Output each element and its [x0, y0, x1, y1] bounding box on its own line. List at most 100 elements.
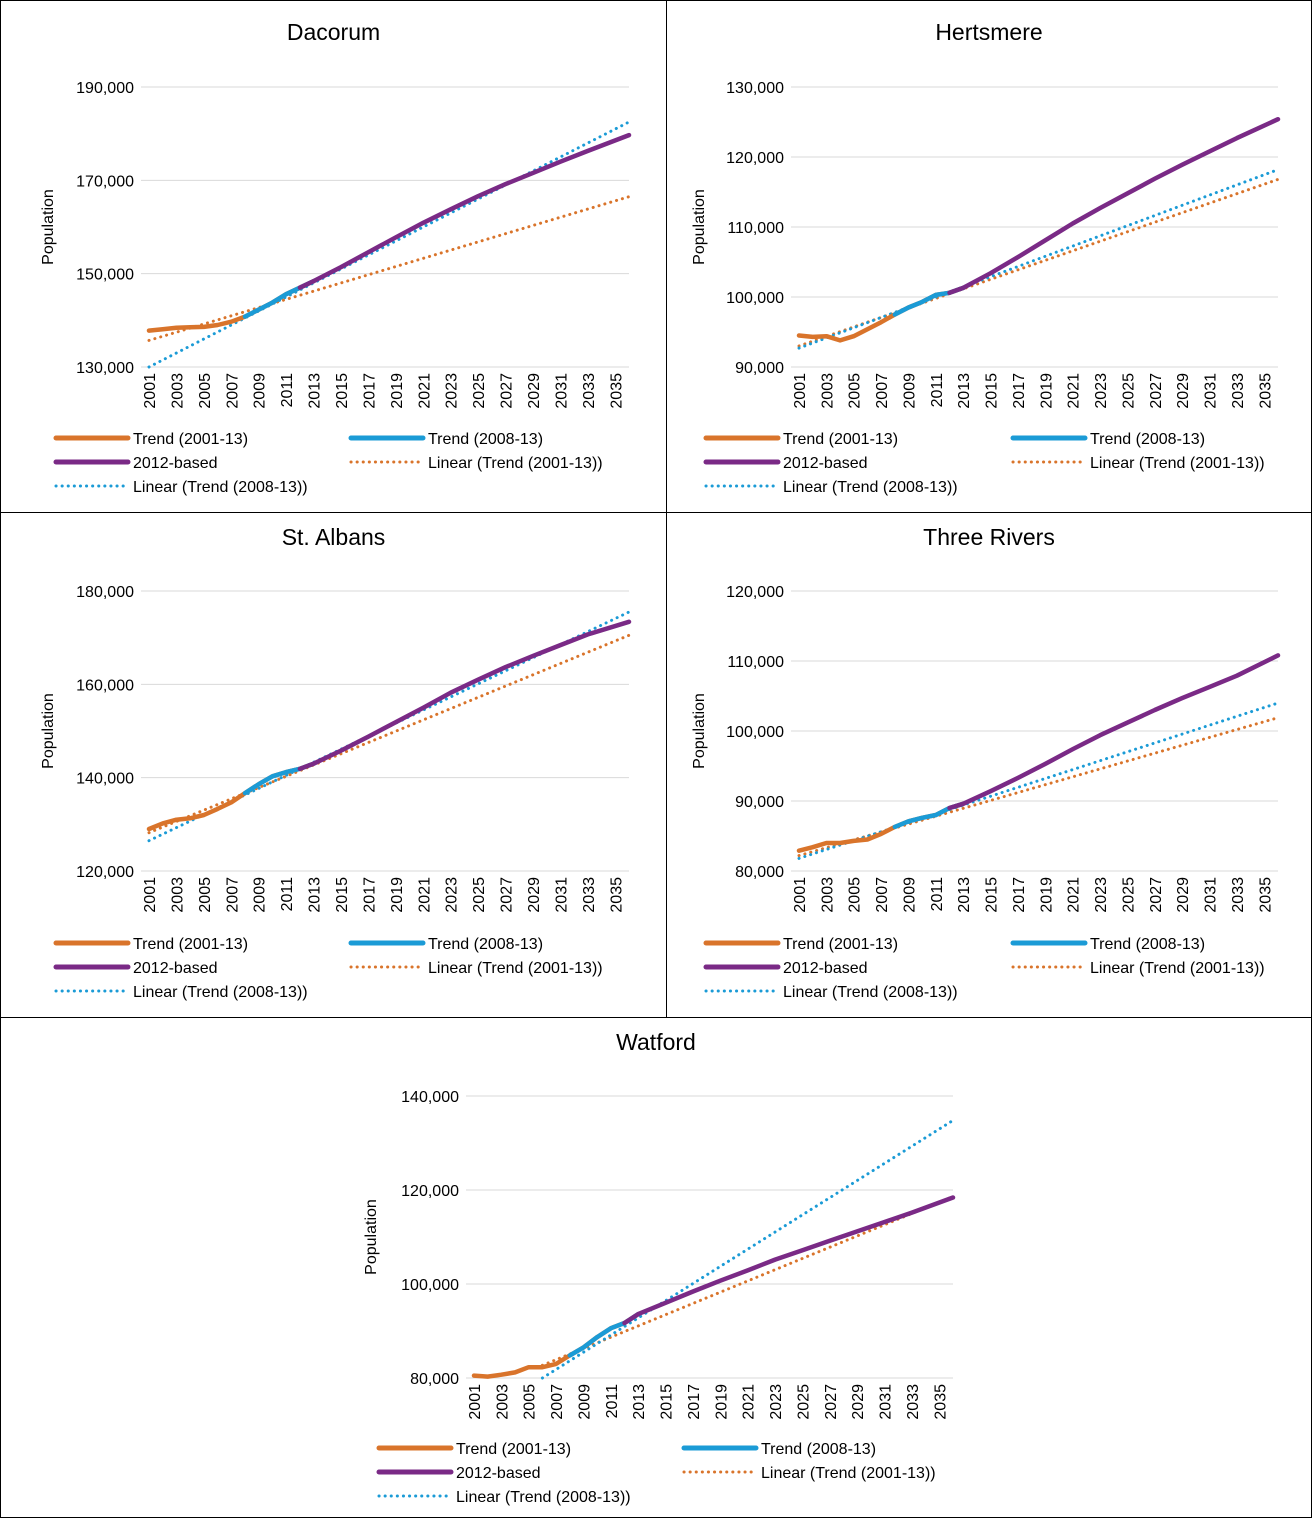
y-tick-label: 150,000	[76, 267, 134, 284]
x-tick-label: 2001	[467, 1384, 484, 1420]
legend-label: Linear (Trend (2001-13))	[1090, 455, 1265, 472]
x-tick-label: 2011	[929, 373, 946, 408]
chart-three-rivers: 80,000 90,000 100,000 110,000 120,000 2001 200…	[691, 584, 1281, 1001]
series-line	[797, 168, 1280, 350]
x-tick-label: 2023	[768, 1384, 785, 1420]
x-tick-label: 2011	[929, 877, 946, 912]
y-tick-label: 100,000	[726, 290, 784, 307]
x-tick-label: 2035	[932, 1384, 949, 1420]
chart-st-albans: 120,000 140,000 160,000 180,000 2001 2003 2005…	[40, 584, 632, 1001]
legend-item: Trend (2001-13)	[53, 431, 248, 448]
legend-item: Trend (2001-13)	[376, 1441, 571, 1458]
legend-item: Linear (Trend (2008-13))	[54, 984, 308, 1001]
x-tick-label: 2021	[741, 1384, 758, 1420]
y-tick-label: 170,000	[76, 173, 134, 190]
chart-hertsmere: 90,000 100,000 110,000 120,000 130,000 2001 20…	[691, 80, 1281, 496]
legend-label: Linear (Trend (2001-13))	[761, 1465, 936, 1482]
x-tick-label: 2031	[553, 877, 570, 913]
series-line	[622, 1195, 956, 1326]
panel-title: Watford	[616, 1029, 696, 1055]
x-tick-label: 2029	[1175, 877, 1192, 913]
x-tick-label: 2021	[416, 877, 433, 913]
x-tick-label: 2005	[197, 373, 214, 409]
y-tick-label: 90,000	[735, 360, 784, 377]
x-tick-label: 2023	[1093, 877, 1110, 913]
legend-label: 2012-based	[456, 1465, 541, 1482]
x-tick-label: 2033	[581, 877, 598, 913]
x-tick-label: 2013	[307, 373, 324, 409]
series-line	[947, 653, 1281, 811]
x-tick-label: 2027	[499, 373, 516, 409]
x-tick-label: 2009	[901, 877, 918, 913]
legend-item: 2012-based	[53, 960, 218, 977]
y-axis-label: Population	[40, 189, 57, 265]
panel-hertsmere: Hertsmere 90,000 100,000 110,000 120,000 130…	[666, 0, 1312, 513]
x-tick-label: 2033	[1230, 877, 1247, 913]
legend-item: Trend (2001-13)	[703, 936, 898, 953]
x-tick-label: 2007	[874, 373, 891, 409]
legend-item: Linear (Trend (2008-13))	[704, 984, 958, 1001]
legend-label: Trend (2008-13)	[761, 1441, 876, 1458]
x-tick-label: 2007	[549, 1384, 566, 1420]
panel-dacorum: Dacorum 130,000 150,000 170,000 190,000 2001…	[0, 0, 667, 513]
y-axis-label: Population	[363, 1199, 380, 1275]
legend-label: Trend (2001-13)	[783, 936, 898, 953]
legend-item: Linear (Trend (2008-13))	[704, 479, 958, 496]
x-tick-label: 2009	[252, 877, 269, 913]
y-tick-label: 100,000	[401, 1277, 459, 1294]
panel-three-rivers: Three Rivers 80,000 90,000 100,000 110,000 1…	[666, 512, 1312, 1018]
series-line	[297, 619, 632, 772]
panel-st-albans: St. Albans 120,000 140,000 160,000 180,000 2…	[0, 512, 667, 1018]
legend-label: Linear (Trend (2001-13))	[428, 960, 603, 977]
x-tick-label: 2035	[608, 373, 625, 409]
x-tick-label: 2003	[819, 373, 836, 409]
legend-label: Linear (Trend (2008-13))	[456, 1489, 631, 1506]
x-tick-label: 2005	[847, 373, 864, 409]
legend-label: Trend (2001-13)	[783, 431, 898, 448]
x-tick-label: 2035	[1257, 877, 1274, 913]
legend-label: Trend (2008-13)	[1090, 936, 1205, 953]
x-tick-label: 2013	[956, 877, 973, 913]
x-tick-label: 2001	[792, 373, 809, 409]
x-tick-label: 2025	[471, 877, 488, 913]
x-tick-label: 2033	[581, 373, 598, 409]
legend-item: 2012-based	[703, 960, 868, 977]
x-tick-label: 2003	[819, 877, 836, 913]
x-tick-label: 2031	[878, 1384, 895, 1420]
x-tick-label: 2033	[1230, 373, 1247, 409]
x-tick-label: 2009	[252, 373, 269, 409]
series-line	[796, 801, 966, 853]
panel-title: St. Albans	[281, 524, 386, 550]
legend-item: Linear (Trend (2001-13))	[1011, 455, 1265, 472]
series-line	[471, 1311, 641, 1379]
x-tick-label: 2027	[823, 1384, 840, 1420]
x-tick-label: 2001	[142, 373, 159, 409]
x-tick-label: 2029	[526, 373, 543, 409]
x-tick-label: 2009	[901, 373, 918, 409]
x-tick-label: 2007	[224, 877, 241, 913]
x-tick-label: 2019	[389, 877, 406, 913]
legend-item: Linear (Trend (2008-13))	[54, 479, 308, 496]
y-axis-label: Population	[691, 189, 708, 265]
x-tick-label: 2029	[526, 877, 543, 913]
series-line	[540, 1118, 955, 1380]
legend-label: 2012-based	[133, 960, 218, 977]
x-tick-label: 2015	[334, 877, 351, 913]
legend-item: 2012-based	[53, 455, 218, 472]
series-line	[147, 633, 631, 835]
y-axis-label: Population	[691, 693, 708, 769]
y-tick-label: 160,000	[76, 677, 134, 694]
series-line	[146, 278, 316, 333]
x-tick-label: 2017	[1011, 877, 1028, 913]
x-tick-label: 2001	[792, 877, 809, 913]
series-line	[147, 195, 631, 342]
y-tick-label: 180,000	[76, 584, 134, 601]
y-tick-label: 120,000	[726, 584, 784, 601]
x-tick-label: 2031	[553, 373, 570, 409]
y-tick-label: 120,000	[726, 150, 784, 167]
legend-item: Trend (2001-13)	[703, 431, 898, 448]
y-tick-label: 140,000	[401, 1089, 459, 1106]
x-tick-label: 2027	[1148, 373, 1165, 409]
x-tick-label: 2003	[169, 373, 186, 409]
legend-item: Linear (Trend (2001-13))	[1011, 960, 1265, 977]
